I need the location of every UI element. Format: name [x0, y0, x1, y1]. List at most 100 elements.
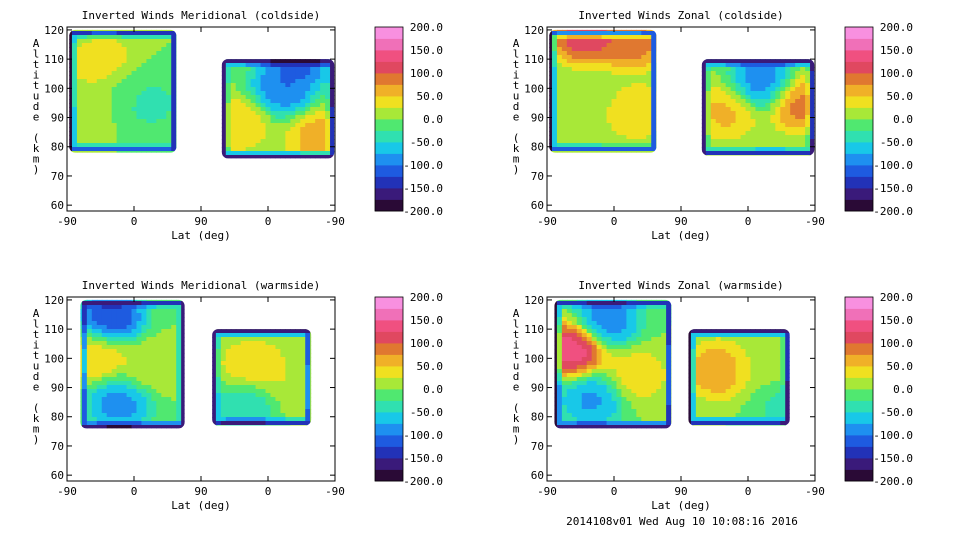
colorbar-label: 0.0: [893, 383, 913, 396]
colorbar-swatch: [845, 107, 873, 120]
x-axis-label: Lat (deg): [171, 499, 231, 512]
colorbar-swatch: [375, 458, 403, 470]
colorbar-swatch: [845, 412, 873, 424]
colorbar-label: 200.0: [880, 21, 913, 34]
x-tick-label: 90: [674, 215, 687, 228]
x-tick-label: 0: [745, 485, 752, 498]
colorbar-label: -50.0: [410, 136, 443, 149]
colorbar-label: 100.0: [880, 337, 913, 350]
colorbar-swatch: [845, 458, 873, 470]
y-tick-label: 120: [524, 294, 544, 307]
y-tick-label: 60: [51, 199, 64, 212]
colorbar-label: -200.0: [873, 205, 913, 218]
colorbar-swatch: [375, 469, 403, 482]
colorbar-swatch: [375, 73, 403, 85]
colorbar-swatch: [845, 377, 873, 390]
chart-title: Inverted Winds Meridional (warmside): [82, 279, 320, 292]
colorbar-swatch: [845, 389, 873, 401]
y-tick-label: 120: [44, 294, 64, 307]
y-tick-label: 90: [51, 112, 64, 125]
chart-panel: Inverted Winds Zonal (warmside) -90 0 90 0 -9…: [513, 279, 913, 512]
colorbar-swatch: [845, 165, 873, 177]
colorbar-swatch: [845, 446, 873, 459]
colorbar-label: 200.0: [880, 291, 913, 304]
colorbar-swatch: [375, 165, 403, 177]
y-tick-label: 110: [524, 323, 544, 336]
y-tick-label: 80: [51, 141, 64, 154]
y-tick-label: 90: [531, 112, 544, 125]
colorbar-swatch: [375, 308, 403, 321]
colorbar-label: -50.0: [410, 406, 443, 419]
contour-field: [80, 299, 312, 429]
colorbar-swatch: [375, 435, 403, 447]
colorbar-swatch: [845, 153, 873, 166]
colorbar-swatch: [375, 331, 403, 344]
x-tick-label: -90: [57, 485, 77, 498]
chart-title: Inverted Winds Zonal (warmside): [578, 279, 783, 292]
colorbar-label: 100.0: [410, 67, 443, 80]
y-tick-label: 90: [531, 382, 544, 395]
colorbar-label: 0.0: [423, 383, 443, 396]
colorbar-swatch: [375, 130, 403, 143]
colorbar-swatch: [375, 423, 403, 436]
colorbar-swatch: [375, 119, 403, 131]
y-tick-label: 70: [51, 170, 64, 183]
colorbar-swatch: [375, 84, 403, 97]
colorbar-swatch: [845, 188, 873, 200]
y-tick-label: 120: [44, 24, 64, 37]
y-tick-label: 120: [524, 24, 544, 37]
colorbar-label: -100.0: [403, 429, 443, 442]
colorbar-label: -50.0: [880, 136, 913, 149]
colorbar-swatch: [845, 73, 873, 85]
colorbar-swatch: [375, 199, 403, 212]
y-tick-label: 70: [51, 440, 64, 453]
colorbar: 200.0 150.0 100.0 50.0 0.0 -50.0 -100.0 -150.0 -…: [844, 21, 913, 218]
x-tick-label: 0: [745, 215, 752, 228]
y-tick-label: 110: [44, 53, 64, 66]
y-tick-label: 100: [44, 352, 64, 365]
colorbar-label: 200.0: [410, 21, 443, 34]
chart-panel: Inverted Winds Zonal (coldside) -90 0 90 0 -9…: [513, 9, 913, 242]
colorbar-swatch: [845, 297, 873, 309]
colorbar-label: -200.0: [403, 205, 443, 218]
colorbar: 200.0 150.0 100.0 50.0 0.0 -50.0 -100.0 -150.0 -…: [374, 21, 443, 218]
y-tick-label: 100: [44, 82, 64, 95]
colorbar-swatch: [845, 119, 873, 131]
colorbar-swatch: [375, 412, 403, 424]
x-tick-label: 0: [131, 485, 138, 498]
colorbar-swatch: [375, 50, 403, 62]
contour-field: [554, 299, 790, 429]
x-tick-label: -90: [805, 485, 825, 498]
colorbar-label: -100.0: [873, 429, 913, 442]
colorbar-swatch: [845, 142, 873, 154]
colorbar-swatch: [375, 176, 403, 189]
x-tick-label: 90: [194, 215, 207, 228]
colorbar-swatch: [375, 61, 403, 74]
colorbar-label: -200.0: [873, 475, 913, 488]
colorbar-label: -100.0: [873, 159, 913, 172]
x-axis-label: Lat (deg): [651, 229, 711, 242]
y-tick-label: 60: [531, 199, 544, 212]
colorbar-label: -200.0: [403, 475, 443, 488]
colorbar-swatch: [375, 343, 403, 355]
colorbar-swatch: [845, 27, 873, 39]
chart-title: Inverted Winds Zonal (coldside): [578, 9, 783, 22]
x-tick-label: 0: [265, 215, 272, 228]
colorbar: 200.0 150.0 100.0 50.0 0.0 -50.0 -100.0 -150.0 -…: [844, 291, 913, 488]
colorbar-swatch: [845, 435, 873, 447]
x-tick-label: 90: [674, 485, 687, 498]
contour-field: [549, 29, 815, 156]
colorbar-label: -150.0: [873, 452, 913, 465]
colorbar-swatch: [375, 38, 403, 51]
y-tick-label: 80: [531, 141, 544, 154]
colorbar-swatch: [845, 423, 873, 436]
colorbar-label: -100.0: [403, 159, 443, 172]
y-tick-label: 70: [531, 170, 544, 183]
colorbar: 200.0 150.0 100.0 50.0 0.0 -50.0 -100.0 -150.0 -…: [374, 291, 443, 488]
x-tick-label: -90: [57, 215, 77, 228]
colorbar-swatch: [375, 297, 403, 309]
x-tick-label: 0: [131, 215, 138, 228]
x-tick-label: 0: [611, 485, 618, 498]
